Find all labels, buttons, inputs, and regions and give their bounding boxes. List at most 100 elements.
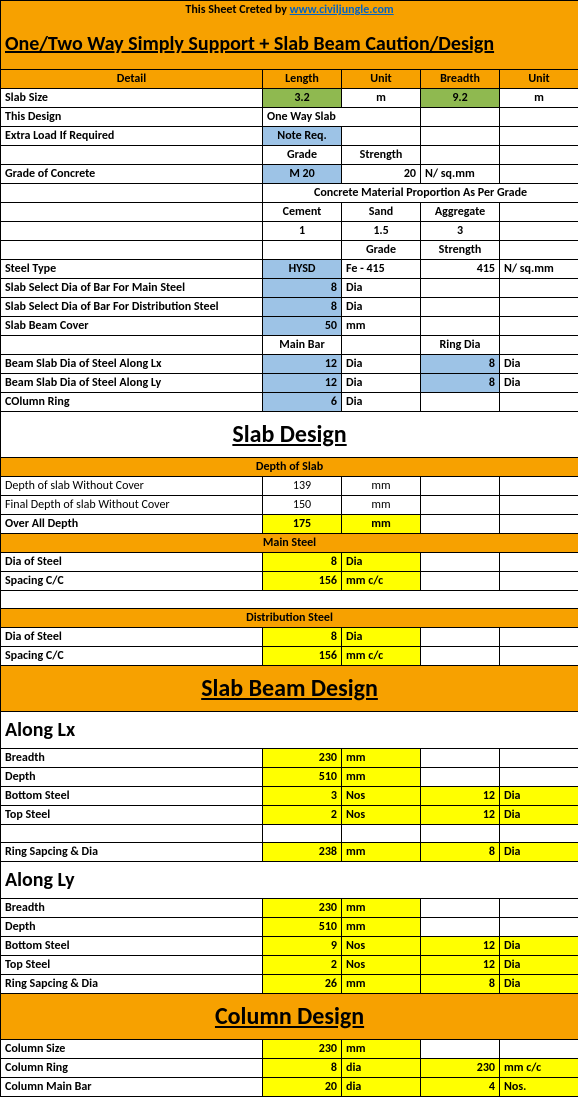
beam-design-title: Slab Beam Design	[1, 665, 578, 711]
col-size-v1: 230	[263, 1039, 342, 1058]
ly-ring-label: Ring Sapcing & Dia	[1, 974, 263, 993]
ly-depth-label: Depth	[1, 917, 263, 936]
slab-length[interactable]: 3.2	[263, 88, 342, 107]
steel-type-num: 415	[421, 259, 500, 278]
beam-ly-label: Beam Slab Dia of Steel Along Ly	[1, 373, 263, 392]
col-ring-in-u1: Dia	[342, 392, 421, 411]
main-dia-val[interactable]: 8	[263, 278, 342, 297]
col-ring-in-label: COlumn Ring	[1, 392, 263, 411]
lx-depth-v: 510	[263, 767, 342, 786]
prop-agg-v: 3	[421, 221, 500, 240]
ly-ring-v1: 26	[263, 974, 342, 993]
grade-conc-val[interactable]: M 20	[263, 164, 342, 183]
beam-lx-u2: Dia	[500, 354, 578, 373]
spacer-row	[1, 590, 578, 608]
grade-conc-unit: N/ sq.mm	[421, 164, 500, 183]
prop-agg-h: Aggregate	[421, 202, 500, 221]
ds-dia-u: Dia	[342, 627, 421, 646]
cover-unit: mm	[342, 316, 421, 335]
ly-bot-u1: Nos	[342, 936, 421, 955]
extra-load-value[interactable]: Note Req.	[263, 126, 342, 145]
lx-top-label: Top Steel	[1, 805, 263, 824]
grade-conc-num: 20	[342, 164, 421, 183]
lx-bot-label: Bottom Steel	[1, 786, 263, 805]
col-length: Length	[263, 69, 342, 88]
beam-lx-label: Beam Slab Dia of Steel Along Lx	[1, 354, 263, 373]
beam-lx-v2[interactable]: 8	[421, 354, 500, 373]
beam-ly-u2: Dia	[500, 373, 578, 392]
steel-strength-sub: Strength	[421, 240, 500, 259]
slab-breadth-unit: m	[500, 88, 578, 107]
col-ring-in-v1[interactable]: 6	[263, 392, 342, 411]
grade-sub: Grade	[263, 145, 342, 164]
beam-lx-u1: Dia	[342, 354, 421, 373]
dist-dia-label: Slab Select Dia of Bar For Distribution …	[1, 297, 263, 316]
lx-bot-u1: Nos	[342, 786, 421, 805]
ds-dia-v: 8	[263, 627, 342, 646]
col-main-u2: Nos.	[500, 1077, 578, 1096]
lx-depth-label: Depth	[1, 767, 263, 786]
depth3-label: Over All Depth	[1, 514, 263, 533]
credit-link[interactable]: www.civiljungle.com	[290, 3, 394, 17]
slab-breadth[interactable]: 9.2	[421, 88, 500, 107]
steel-grade-sub: Grade	[342, 240, 421, 259]
lx-ring-u2: Dia	[500, 842, 578, 861]
slab-length-unit: m	[342, 88, 421, 107]
col-main-label: Column Main Bar	[1, 1077, 263, 1096]
beam-ly-u1: Dia	[342, 373, 421, 392]
column-design-title: Column Design	[1, 993, 578, 1039]
lx-ring-label: Ring Sapcing & Dia	[1, 842, 263, 861]
lx-ring-u1: mm	[342, 842, 421, 861]
ms-spc-v: 156	[263, 571, 342, 590]
ly-ring-u1: mm	[342, 974, 421, 993]
ly-breadth-u: mm	[342, 898, 421, 917]
depth2-label: Final Depth of slab Without Cover	[1, 495, 263, 514]
col-unit2: Unit	[500, 69, 578, 88]
ly-ring-u2: Dia	[500, 974, 578, 993]
cover-label: Slab Beam Cover	[1, 316, 263, 335]
beam-ly-v2[interactable]: 8	[421, 373, 500, 392]
lx-bot-v1: 3	[263, 786, 342, 805]
main-dia-unit: Dia	[342, 278, 421, 297]
this-design-value: One Way Slab	[263, 107, 421, 126]
col-ring-label: Column Ring	[1, 1058, 263, 1077]
depth1-label: Depth of slab Without Cover	[1, 476, 263, 495]
lx-top-v1: 2	[263, 805, 342, 824]
ly-top-u1: Nos	[342, 955, 421, 974]
lx-depth-u: mm	[342, 767, 421, 786]
lx-breadth-u: mm	[342, 748, 421, 767]
depth-header: Depth of Slab	[1, 457, 578, 476]
beam-ly-v1[interactable]: 12	[263, 373, 342, 392]
col-unit1: Unit	[342, 69, 421, 88]
design-sheet-table: This Sheet Creted by www.civiljungle.com…	[0, 0, 578, 1097]
this-design-label: This Design	[1, 107, 263, 126]
cover-val[interactable]: 50	[263, 316, 342, 335]
ds-dia-label: Dia of Steel	[1, 627, 263, 646]
ly-bot-label: Bottom Steel	[1, 936, 263, 955]
ly-bot-v1: 9	[263, 936, 342, 955]
prop-sand-h: Sand	[342, 202, 421, 221]
ms-dia-label: Dia of Steel	[1, 552, 263, 571]
steel-type-label: Steel Type	[1, 259, 263, 278]
slab-design-title: Slab Design	[1, 411, 578, 457]
ly-top-v1: 2	[263, 955, 342, 974]
depth3-u: mm	[342, 514, 421, 533]
dist-steel-header: Distribution Steel	[1, 608, 578, 627]
ds-spc-label: Spacing C/C	[1, 646, 263, 665]
col-main-v1: 20	[263, 1077, 342, 1096]
beam-lx-v1[interactable]: 12	[263, 354, 342, 373]
col-breadth: Breadth	[421, 69, 500, 88]
ly-breadth-v: 230	[263, 898, 342, 917]
ly-depth-u: mm	[342, 917, 421, 936]
dist-dia-val[interactable]: 8	[263, 297, 342, 316]
ly-ring-v2: 8	[421, 974, 500, 993]
depth3-v: 175	[263, 514, 342, 533]
ly-breadth-label: Breadth	[1, 898, 263, 917]
steel-type-val[interactable]: HYSD	[263, 259, 342, 278]
lx-bot-u2: Dia	[500, 786, 578, 805]
ly-depth-v: 510	[263, 917, 342, 936]
steel-type-grade: Fe - 415	[342, 259, 421, 278]
credit-prefix: This Sheet Creted by	[185, 3, 289, 17]
ms-dia-v: 8	[263, 552, 342, 571]
lx-ring-v1: 238	[263, 842, 342, 861]
